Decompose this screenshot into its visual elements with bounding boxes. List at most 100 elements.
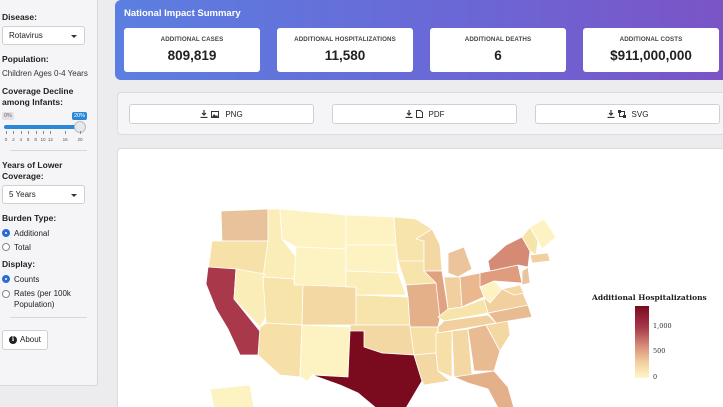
radio-checked-icon — [2, 275, 10, 283]
download-svg-button[interactable]: SVG — [535, 104, 720, 124]
slider-ticks — [6, 131, 81, 135]
years-select[interactable]: 5 Years — [2, 185, 85, 204]
burden-radio-total[interactable]: Total — [2, 240, 95, 254]
about-button[interactable]: i About — [2, 329, 48, 350]
state-alaska — [209, 384, 255, 407]
slider-tick — [43, 131, 44, 134]
state-south-dakota — [345, 244, 399, 274]
burden-type-label: Burden Type: — [2, 213, 57, 223]
radio-label: Additional — [14, 228, 50, 238]
state-massachusetts — [529, 252, 551, 264]
slider-tick-label: 12 — [47, 137, 53, 142]
slider-tick-label: 16 — [62, 137, 68, 142]
download-png-button[interactable]: PNG — [129, 104, 314, 124]
summary-card-cases: ADDITIONAL CASES 809,819 — [124, 28, 260, 72]
state-wyoming — [293, 246, 347, 288]
slider-tick — [28, 131, 30, 134]
legend-label-500: 500 — [653, 347, 666, 355]
coverage-decline-label: Coverage Decline among Infants: — [2, 86, 74, 107]
about-button-label: About — [20, 335, 41, 344]
state-montana — [279, 208, 347, 250]
state-arizona — [257, 322, 303, 378]
coverage-slider[interactable]: 0% 20% 0 2 4 6 8 10 12 16 20 — [2, 111, 88, 147]
slider-tick — [35, 131, 37, 134]
card-value: $911,000,000 — [610, 48, 692, 63]
card-label: ADDITIONAL COSTS — [619, 36, 683, 43]
divider — [10, 150, 87, 151]
card-label: ADDITIONAL HOSPITALIZATIONS — [294, 36, 396, 43]
radio-unchecked-icon — [2, 290, 10, 298]
state-arkansas — [409, 326, 439, 356]
slider-tick-label: 6 — [26, 137, 30, 142]
divider — [10, 317, 87, 318]
slider-tick-label: 10 — [40, 137, 46, 142]
card-value: 11,580 — [324, 48, 366, 63]
slider-tick-label: 8 — [34, 137, 37, 142]
state-maryland — [500, 284, 525, 296]
state-tennessee — [437, 314, 497, 334]
national-impact-summary: National Impact Summary ADDITIONAL CASES… — [115, 0, 723, 80]
state-maine — [529, 218, 557, 250]
card-value: 809,819 — [167, 48, 217, 63]
us-choropleth-map — [205, 208, 557, 407]
state-florida — [452, 370, 515, 407]
state-michigan — [447, 246, 473, 278]
slider-tick-label: 2 — [12, 137, 15, 142]
radio-unchecked-icon — [2, 243, 10, 251]
map-panel: Additional Hospitalizations 1,000 500 0 — [117, 148, 723, 407]
download-pdf-label: PDF — [428, 109, 445, 119]
state-north-dakota — [345, 214, 397, 246]
state-kansas — [355, 294, 411, 326]
info-icon: i — [9, 335, 17, 344]
population-label: Population: — [2, 54, 49, 64]
download-svg-label: SVG — [631, 109, 649, 119]
download-png-label: PNG — [225, 109, 243, 119]
summary-card-deaths: ADDITIONAL DEATHS 6 — [430, 28, 566, 72]
disease-select-value: Rotavirus — [9, 31, 43, 40]
card-label: ADDITIONAL DEATHS — [464, 36, 532, 43]
burden-radio-additional[interactable]: Additional — [2, 226, 95, 240]
state-new-mexico — [299, 324, 351, 382]
download-icon — [405, 110, 412, 118]
slider-tick-label: 0 — [4, 137, 8, 142]
legend-title: Additional Hospitalizations — [592, 293, 707, 302]
display-radio-rates[interactable]: Rates (per 100k Population) — [2, 288, 95, 310]
state-colorado — [301, 284, 357, 326]
display-radio-counts[interactable]: Counts — [2, 272, 95, 286]
card-label: ADDITIONAL CASES — [160, 36, 224, 43]
chevron-down-icon — [71, 194, 77, 197]
display-label: Display: — [2, 259, 36, 269]
state-mississippi — [435, 330, 453, 378]
sidebar: Disease: Rotavirus Population: Children … — [0, 0, 98, 386]
disease-select[interactable]: Rotavirus — [2, 26, 85, 45]
years-lower-coverage-label: Years of Lower Coverage: — [2, 160, 63, 181]
summary-title: National Impact Summary — [124, 8, 241, 19]
radio-checked-icon — [2, 229, 10, 237]
card-value: 6 — [494, 48, 502, 63]
download-pdf-button[interactable]: PDF — [332, 104, 517, 124]
state-washington — [220, 208, 269, 242]
summary-card-costs: ADDITIONAL COSTS $911,000,000 — [583, 28, 719, 72]
radio-label: Rates (per 100k Population) — [14, 289, 71, 309]
legend-label-0: 0 — [653, 373, 658, 381]
radio-label: Total — [14, 242, 31, 252]
slider-tick-label: 20 — [77, 137, 83, 142]
slider-min-badge: 0% — [2, 112, 14, 120]
vector-icon — [617, 110, 626, 118]
slider-tick — [80, 131, 81, 134]
years-select-value: 5 Years — [9, 190, 36, 199]
chevron-down-icon — [71, 35, 77, 38]
state-ohio — [459, 272, 485, 308]
summary-card-hospitalizations: ADDITIONAL HOSPITALIZATIONS 11,580 — [277, 28, 413, 72]
slider-tick — [50, 131, 52, 134]
slider-tick-label: 4 — [19, 137, 23, 142]
slider-tick — [20, 131, 22, 134]
file-icon — [415, 110, 423, 118]
slider-value-badge: 20% — [72, 112, 88, 120]
slider-tick — [65, 131, 67, 134]
legend-color-scale — [635, 306, 649, 378]
slider-tick — [13, 131, 15, 134]
population-value: Children Ages 0-4 Years — [2, 69, 88, 78]
slider-track[interactable] — [4, 125, 80, 129]
download-icon — [607, 110, 615, 118]
